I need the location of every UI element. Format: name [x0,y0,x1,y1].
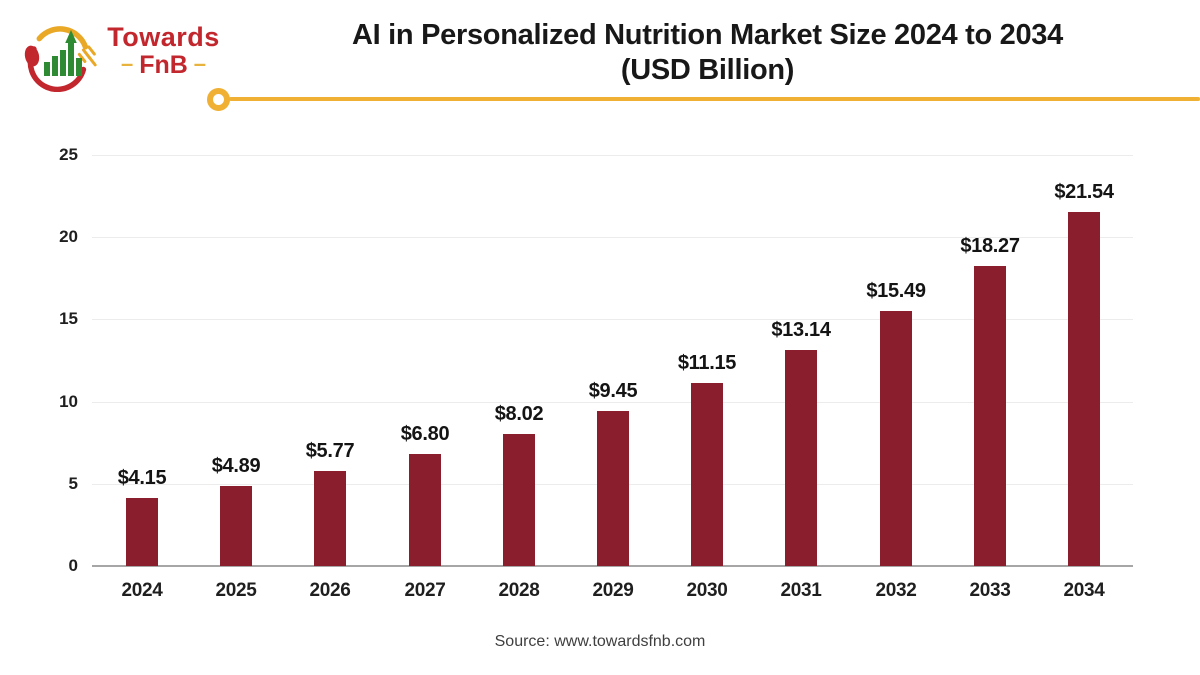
x-tick-label-2029: 2029 [592,580,634,601]
gridline-15 [92,319,1133,320]
x-tick-label-2028: 2028 [498,580,540,601]
chart-title: AI in Personalized Nutrition Market Size… [215,18,1200,88]
brand-name-line1: Towards [107,22,220,52]
brand-dash-left: – [120,51,134,76]
x-tick-label-2026: 2026 [309,580,351,601]
bar-2028 [503,434,535,566]
brand-logo: Towards – FnB – [18,12,233,92]
bar-2024 [126,498,158,566]
x-tick-label-2025: 2025 [215,580,257,601]
x-tick-label-2033: 2033 [969,580,1011,601]
bar-value-label-2029: $9.45 [588,380,638,402]
y-tick-label-0: 0 [68,556,78,575]
gridline-25 [92,155,1133,156]
bar-value-label-2024: $4.15 [117,467,167,489]
bar-2025 [220,486,252,566]
bar-value-label-2031: $13.14 [771,319,831,341]
bar-value-label-2033: $18.27 [960,235,1020,257]
x-tick-label-2024: 2024 [121,580,163,601]
chart-title-line2: (USD Billion) [620,54,795,86]
bar-value-label-2026: $5.77 [305,440,355,462]
bar-value-label-2034: $21.54 [1054,181,1114,203]
bar-value-label-2030: $11.15 [677,352,737,374]
x-tick-label-2032: 2032 [875,580,917,601]
brand-logo-text: Towards – FnB – [96,22,231,79]
bar-2032 [880,311,912,566]
brand-name-fnb: FnB [139,51,188,79]
gridline-10 [92,402,1133,403]
y-tick-label-25: 25 [59,145,78,164]
bar-2034 [1068,212,1100,566]
divider-ring-icon [207,88,230,111]
brand-name-line2: – FnB – [96,51,231,79]
chart-title-line1: AI in Personalized Nutrition Market Size… [352,19,1063,51]
bar-value-label-2027: $6.80 [400,423,450,445]
bar-value-label-2032: $15.49 [866,280,926,302]
y-tick-label-15: 15 [59,309,78,328]
source-text: Source: www.towardsfnb.com [494,633,706,650]
bar-value-label-2028: $8.02 [494,403,544,425]
bar-2027 [409,454,441,566]
x-tick-label-2030: 2030 [686,580,728,601]
towards-fnb-logo-icon [24,26,97,92]
divider-rule [229,97,1200,101]
x-tick-label-2031: 2031 [780,580,822,601]
bar-2029 [597,411,629,566]
bar-value-label-2025: $4.89 [211,455,261,477]
y-tick-label-10: 10 [59,392,78,411]
gridline-20 [92,237,1133,238]
brand-dash-right: – [193,51,207,76]
bar-2026 [314,471,346,566]
y-tick-label-20: 20 [59,227,78,246]
bar-2030 [691,383,723,566]
bar-2033 [974,266,1006,566]
x-tick-label-2027: 2027 [404,580,446,601]
bar-2031 [785,350,817,566]
x-tick-label-2034: 2034 [1063,580,1105,601]
x-axis-line [92,565,1133,567]
y-tick-label-5: 5 [68,474,78,493]
